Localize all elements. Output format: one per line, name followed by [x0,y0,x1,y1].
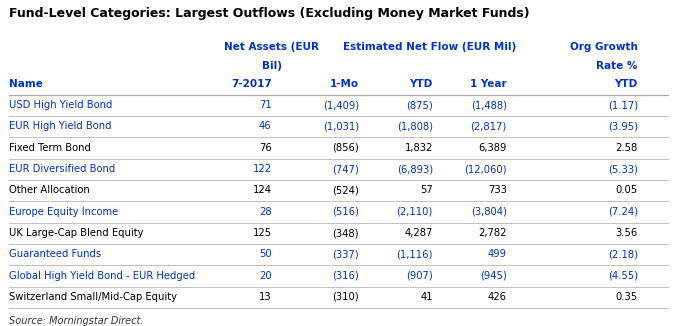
Text: (337): (337) [332,249,359,259]
Text: (310): (310) [332,292,359,302]
Text: (3.95): (3.95) [608,121,638,131]
Text: 57: 57 [420,185,433,195]
Text: 2.58: 2.58 [616,143,638,153]
Text: 46: 46 [259,121,272,131]
Text: (3,804): (3,804) [471,207,506,217]
Text: (1,808): (1,808) [397,121,433,131]
Text: 3.56: 3.56 [616,228,638,238]
Text: Switzerland Small/Mid-Cap Equity: Switzerland Small/Mid-Cap Equity [9,292,178,302]
Text: Bil): Bil) [262,61,281,71]
Text: (348): (348) [332,228,359,238]
Text: 4,287: 4,287 [405,228,433,238]
Text: (5.33): (5.33) [608,164,638,174]
Text: Source: Morningstar Direct.: Source: Morningstar Direct. [9,316,144,326]
Text: (1,116): (1,116) [397,249,433,259]
Text: USD High Yield Bond: USD High Yield Bond [9,100,113,110]
Text: (316): (316) [332,271,359,281]
Text: 1 Year: 1 Year [470,79,506,89]
Text: 0.35: 0.35 [616,292,638,302]
Text: EUR High Yield Bond: EUR High Yield Bond [9,121,112,131]
Text: YTD: YTD [614,79,638,89]
Text: (6,893): (6,893) [397,164,433,174]
Text: 122: 122 [252,164,272,174]
Text: 0.05: 0.05 [616,185,638,195]
Text: 41: 41 [420,292,433,302]
Text: 1,832: 1,832 [405,143,433,153]
Text: (524): (524) [332,185,359,195]
Text: Global High Yield Bond - EUR Hedged: Global High Yield Bond - EUR Hedged [9,271,196,281]
Text: Europe Equity Income: Europe Equity Income [9,207,119,217]
Text: (2,817): (2,817) [471,121,506,131]
Text: (7.24): (7.24) [608,207,638,217]
Text: (516): (516) [332,207,359,217]
Text: Net Assets (EUR: Net Assets (EUR [224,42,319,52]
Text: (875): (875) [406,100,433,110]
Text: YTD: YTD [410,79,433,89]
Text: Other Allocation: Other Allocation [9,185,90,195]
Text: (1,409): (1,409) [323,100,359,110]
Text: (747): (747) [332,164,359,174]
Text: (1.17): (1.17) [607,100,638,110]
Text: 13: 13 [259,292,272,302]
Text: (1,031): (1,031) [323,121,359,131]
Text: (2.18): (2.18) [608,249,638,259]
Text: 1-Mo: 1-Mo [330,79,359,89]
Text: Estimated Net Flow (EUR Mil): Estimated Net Flow (EUR Mil) [343,42,516,52]
Text: (2,110): (2,110) [397,207,433,217]
Text: Fund-Level Categories: Largest Outflows (Excluding Money Market Funds): Fund-Level Categories: Largest Outflows … [9,7,530,20]
Text: 2,782: 2,782 [478,228,506,238]
Text: 28: 28 [259,207,272,217]
Text: UK Large-Cap Blend Equity: UK Large-Cap Blend Equity [9,228,144,238]
Text: Rate %: Rate % [597,61,638,71]
Text: Fixed Term Bond: Fixed Term Bond [9,143,92,153]
Text: (945): (945) [480,271,506,281]
Text: 7-2017: 7-2017 [231,79,272,89]
Text: Org Growth: Org Growth [570,42,638,52]
Text: 76: 76 [259,143,272,153]
Text: 50: 50 [259,249,272,259]
Text: (12,060): (12,060) [464,164,506,174]
Text: (856): (856) [332,143,359,153]
Text: (907): (907) [406,271,433,281]
Text: 6,389: 6,389 [479,143,506,153]
Text: EUR Diversified Bond: EUR Diversified Bond [9,164,116,174]
Text: 733: 733 [488,185,506,195]
Text: 499: 499 [487,249,506,259]
Text: 124: 124 [253,185,272,195]
Text: 71: 71 [259,100,272,110]
Text: (4.55): (4.55) [608,271,638,281]
Text: Name: Name [9,79,43,89]
Text: 125: 125 [252,228,272,238]
Text: (1,488): (1,488) [471,100,506,110]
Text: 20: 20 [259,271,272,281]
Text: Guaranteed Funds: Guaranteed Funds [9,249,102,259]
Text: 426: 426 [487,292,506,302]
